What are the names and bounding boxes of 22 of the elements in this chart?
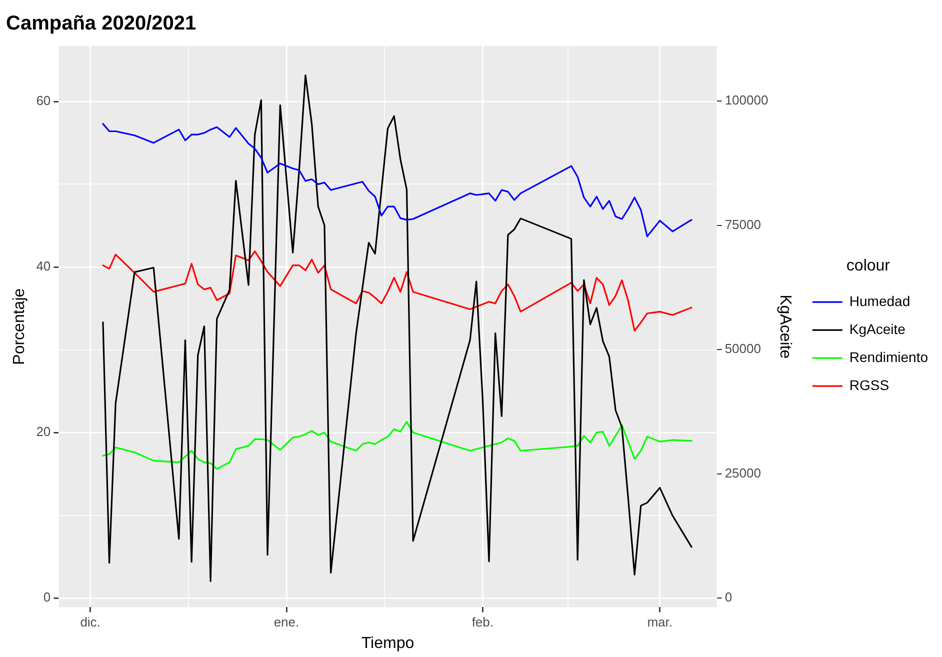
y-tick-label: 40 [36, 258, 51, 274]
y-axis-title: Porcentaje [11, 288, 28, 365]
x-tick-label: ene. [274, 614, 300, 630]
legend-label: Humedad [849, 292, 910, 309]
x-axis-title: Tiempo [361, 634, 414, 652]
y2-tick-label: 0 [724, 590, 732, 605]
legend-label: Rendimiento [849, 348, 928, 365]
y2-axis-title: KgAceite [776, 294, 794, 359]
legend-label: KgAceite [849, 320, 906, 337]
y-tick-label: 0 [43, 590, 51, 605]
y2-tick-label: 50000 [724, 341, 761, 356]
legend-title: colour [846, 257, 891, 274]
y-tick-label: 20 [36, 424, 51, 440]
y-tick-label: 60 [36, 93, 51, 108]
x-tick-label: dic. [80, 614, 100, 630]
y2-tick-label: 75000 [724, 216, 761, 232]
legend-label: RGSS [849, 376, 890, 393]
x-tick-label: mar. [647, 614, 673, 630]
y2-tick-label: 100000 [724, 92, 768, 108]
y2-tick-label: 25000 [724, 465, 761, 480]
chart-title: Campaña 2020/2021 [6, 12, 196, 35]
x-tick-label: feb. [472, 614, 494, 630]
